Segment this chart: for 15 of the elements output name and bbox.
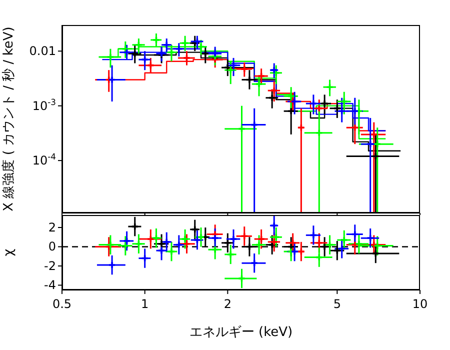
y-tick-label: -2: [44, 258, 56, 273]
x-tick-label: 2: [224, 297, 232, 311]
y-tick-label: 0: [48, 240, 56, 254]
y-tick-label: 10$^{-3}$: [32, 96, 56, 113]
y-axis-title: χ: [2, 248, 17, 256]
y-tick-label: 2: [48, 220, 56, 234]
x-tick-label: 10: [412, 297, 428, 311]
y-tick-label: 0.01: [29, 44, 56, 58]
y-tick-label: 10$^{-4}$: [32, 152, 56, 168]
y-tick-label: -4: [44, 278, 56, 292]
x-tick-label: 1: [141, 297, 149, 311]
y-axis-title: X 線強度 ( カウント / 秒 / keV): [0, 26, 17, 212]
x-tick-label: 0.5: [52, 297, 72, 311]
x-axis-title: エネルギー (keV): [189, 325, 293, 340]
x-tick-label: 5: [333, 297, 341, 311]
